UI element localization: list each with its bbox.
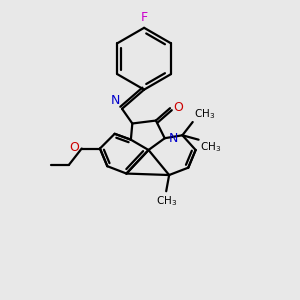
Text: CH$_3$: CH$_3$ [194,107,215,121]
Text: N: N [111,94,121,107]
Text: CH$_3$: CH$_3$ [200,140,221,154]
Text: N: N [168,132,178,145]
Text: CH$_3$: CH$_3$ [156,194,177,208]
Text: F: F [140,11,148,24]
Text: O: O [70,141,79,154]
Text: O: O [174,101,183,114]
